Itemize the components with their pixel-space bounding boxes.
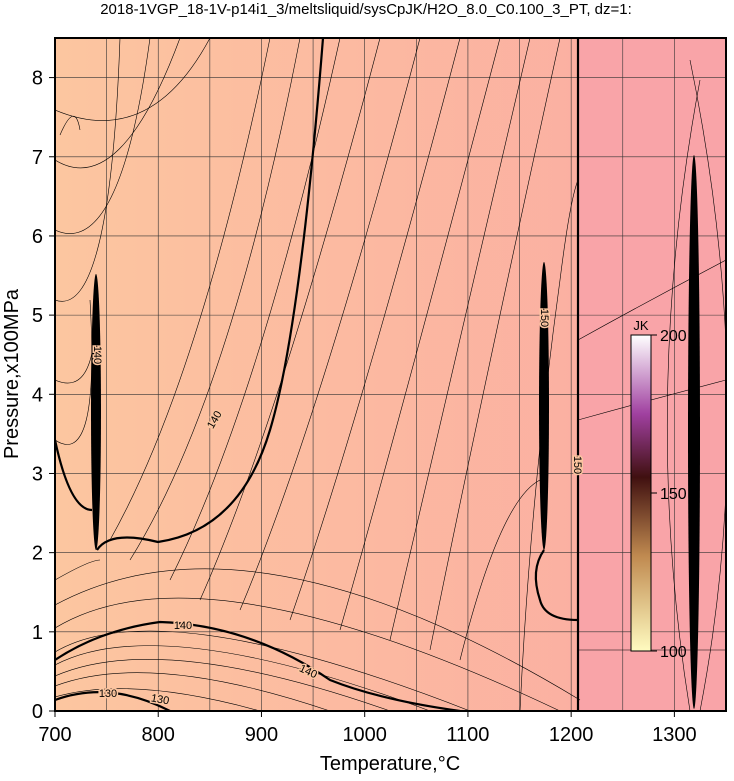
x-tick-label: 900 [245, 724, 278, 746]
x-tick-label: 1300 [652, 724, 697, 746]
contour-140 [55, 620, 461, 711]
plot-frame [54, 37, 727, 712]
contour [59, 115, 81, 136]
x-tick-label: 800 [142, 724, 175, 746]
colorbar-label: JK [633, 318, 649, 333]
contour [55, 645, 431, 711]
contour-140 [55, 439, 93, 512]
x-tick-label: 1000 [342, 724, 387, 746]
contour-label: 140 [174, 620, 192, 632]
chart-title: 2018-1VGP_18-1V-p14i1_3/meltsliquid/sysC… [100, 1, 632, 18]
contour-label: 130 [99, 688, 117, 700]
contour-label: 130 [150, 692, 170, 707]
contour [577, 259, 726, 341]
contour [55, 38, 211, 121]
contour [666, 79, 701, 711]
x-tick-label: 1200 [549, 724, 594, 746]
contour [239, 38, 421, 611]
contour [55, 659, 391, 711]
contour-140 [96, 38, 325, 551]
contour [55, 672, 331, 711]
contour [689, 59, 726, 711]
contour [339, 38, 501, 631]
colorbar-tick-label: 150 [660, 486, 687, 503]
y-tick-label: 4 [32, 384, 43, 406]
contour [55, 630, 471, 711]
contour [519, 179, 579, 711]
y-tick-label: 5 [32, 305, 43, 327]
contour-cluster [539, 262, 549, 550]
contour [169, 38, 341, 581]
y-tick-label: 3 [32, 463, 43, 485]
contour [129, 38, 301, 561]
contour-label: 140 [91, 346, 103, 364]
right-region [578, 38, 726, 711]
contour [55, 299, 93, 445]
colorbar [630, 334, 652, 652]
y-tick-label: 1 [32, 622, 43, 644]
y-tick-label: 8 [32, 68, 43, 90]
y-axis-label: Pressure,x100MPa [1, 288, 23, 459]
contour-cluster [688, 155, 700, 709]
contour [55, 559, 101, 581]
colorbar-tick-label: 200 [660, 328, 687, 345]
contour [55, 38, 151, 234]
contour [109, 38, 271, 541]
colorbar-tick-label: 100 [660, 644, 687, 661]
contour [289, 38, 461, 621]
contour [459, 479, 541, 661]
y-tick-label: 7 [32, 147, 43, 169]
contour [55, 568, 581, 701]
y-tick-label: 0 [32, 701, 43, 723]
contour [55, 597, 561, 711]
contour [55, 688, 261, 711]
contour-150 [534, 549, 579, 622]
contour-130 [55, 691, 171, 711]
contour [429, 38, 561, 651]
contour-label: 150 [538, 309, 550, 327]
contour-label: 150 [571, 456, 583, 474]
contours [55, 38, 726, 711]
y-tick-label: 2 [32, 543, 43, 565]
y-tick-label: 6 [32, 226, 43, 248]
x-tick-label: 700 [38, 724, 71, 746]
contour [55, 38, 181, 169]
contour-cluster [91, 274, 101, 550]
contour [55, 38, 121, 302]
x-tick-label: 1100 [446, 724, 489, 746]
x-axis-label: Temperature,°C [320, 753, 460, 775]
